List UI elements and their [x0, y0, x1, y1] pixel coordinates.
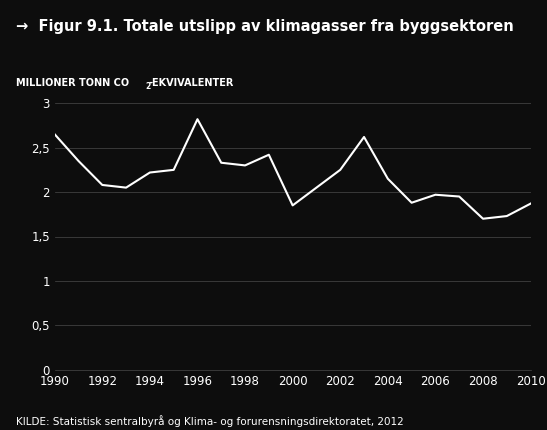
Text: MILLIONER TONN CO: MILLIONER TONN CO: [16, 78, 130, 88]
Text: KILDE: Statistisk sentralbyrå og Klima- og forurensningsdirektoratet, 2012: KILDE: Statistisk sentralbyrå og Klima- …: [16, 415, 404, 427]
Text: →  Figur 9.1. Totale utslipp av klimagasser fra byggsektoren: → Figur 9.1. Totale utslipp av klimagass…: [16, 19, 514, 34]
Text: 2: 2: [145, 82, 150, 91]
Text: -EKVIVALENTER: -EKVIVALENTER: [149, 78, 234, 88]
